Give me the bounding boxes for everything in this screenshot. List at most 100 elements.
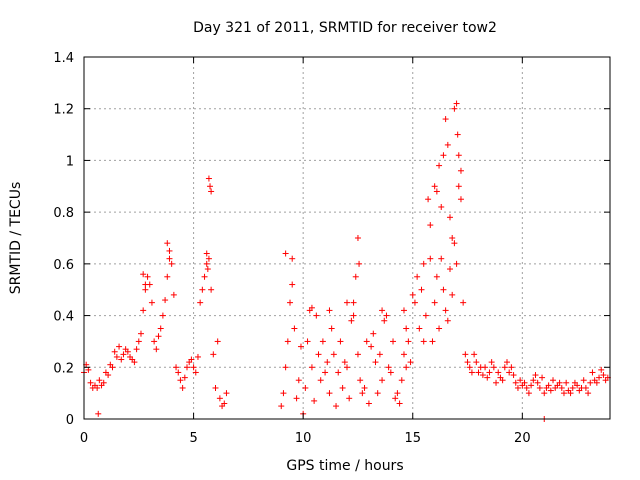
data-point <box>159 312 166 319</box>
data-point <box>449 291 456 298</box>
data-point <box>409 291 416 298</box>
data-point <box>457 167 464 174</box>
data-point <box>188 356 195 363</box>
data-point <box>166 247 173 254</box>
data-point <box>109 364 116 371</box>
data-point <box>563 379 570 386</box>
data-point <box>151 338 158 345</box>
data-point <box>427 255 434 262</box>
data-point <box>574 382 581 389</box>
data-point <box>422 312 429 319</box>
data-point <box>173 364 180 371</box>
data-point <box>124 348 131 355</box>
data-point <box>431 299 438 306</box>
data-point <box>120 351 127 358</box>
data-point <box>525 390 532 397</box>
data-point <box>381 317 388 324</box>
data-point <box>284 338 291 345</box>
data-point <box>204 266 211 273</box>
x-tick-label: 10 <box>295 431 312 446</box>
data-point <box>175 369 182 376</box>
data-point <box>216 395 223 402</box>
y-tick-label: 0.4 <box>53 310 74 325</box>
data-point <box>282 364 289 371</box>
data-point <box>550 377 557 384</box>
data-point <box>451 105 458 112</box>
data-point <box>208 286 215 293</box>
data-point <box>350 312 357 319</box>
y-tick-label: 0.2 <box>53 361 74 376</box>
data-point <box>131 359 138 366</box>
data-point <box>210 351 217 358</box>
data-point <box>280 390 287 397</box>
data-point <box>344 364 350 371</box>
data-point <box>96 377 103 384</box>
data-point <box>414 273 421 280</box>
data-point <box>394 390 401 397</box>
data-point <box>105 372 112 379</box>
data-point <box>155 333 162 340</box>
data-point <box>427 222 434 229</box>
data-point <box>521 379 528 386</box>
data-point <box>447 266 454 273</box>
data-point <box>199 286 206 293</box>
data-point <box>368 343 375 350</box>
data-point <box>484 374 491 381</box>
y-tick-label: 0 <box>66 413 74 428</box>
data-point <box>361 384 368 391</box>
data-point <box>293 395 300 402</box>
data-point <box>133 346 140 353</box>
data-point <box>278 403 285 410</box>
data-point <box>313 312 320 319</box>
data-point <box>192 369 199 376</box>
data-point <box>372 359 379 366</box>
data-point <box>453 100 460 107</box>
data-point <box>455 152 462 159</box>
data-point <box>418 286 425 293</box>
data-point <box>541 390 548 397</box>
data-point <box>436 325 443 332</box>
data-point <box>490 364 497 371</box>
data-point <box>433 273 440 280</box>
data-point <box>359 390 366 397</box>
data-point <box>567 390 574 397</box>
data-point <box>411 299 418 306</box>
data-point <box>166 255 173 262</box>
data-point <box>135 338 142 345</box>
y-tick-label: 0.6 <box>53 258 74 273</box>
data-point <box>379 307 386 314</box>
data-point <box>514 384 521 391</box>
chart-title: Day 321 of 2011, SRMTID for receiver tow… <box>193 20 497 36</box>
data-point <box>508 364 515 371</box>
data-point <box>447 214 454 221</box>
data-point <box>181 374 188 381</box>
data-point <box>534 379 541 386</box>
data-point <box>302 384 309 391</box>
data-point <box>539 374 546 381</box>
data-point <box>464 359 471 366</box>
data-point <box>379 377 386 384</box>
data-point <box>315 351 322 358</box>
data-point <box>376 351 383 358</box>
data-point <box>137 330 144 337</box>
data-point <box>346 395 353 402</box>
data-point <box>354 351 361 358</box>
data-point <box>335 369 342 376</box>
data-point <box>168 260 175 267</box>
data-point <box>523 384 530 391</box>
data-point <box>596 374 603 381</box>
data-point <box>532 372 539 379</box>
data-point <box>499 377 506 384</box>
data-point <box>153 346 160 353</box>
data-point <box>440 286 447 293</box>
data-point <box>385 364 392 371</box>
data-point <box>308 304 315 311</box>
x-axis-ticks: 0 5 10 15 20 <box>80 57 531 446</box>
data-point <box>405 338 412 345</box>
y-tick-label: 1.2 <box>53 103 74 118</box>
data-point <box>356 260 363 267</box>
data-point <box>442 307 449 314</box>
data-point <box>162 297 169 304</box>
data-point <box>398 377 405 384</box>
data-point <box>510 372 517 379</box>
